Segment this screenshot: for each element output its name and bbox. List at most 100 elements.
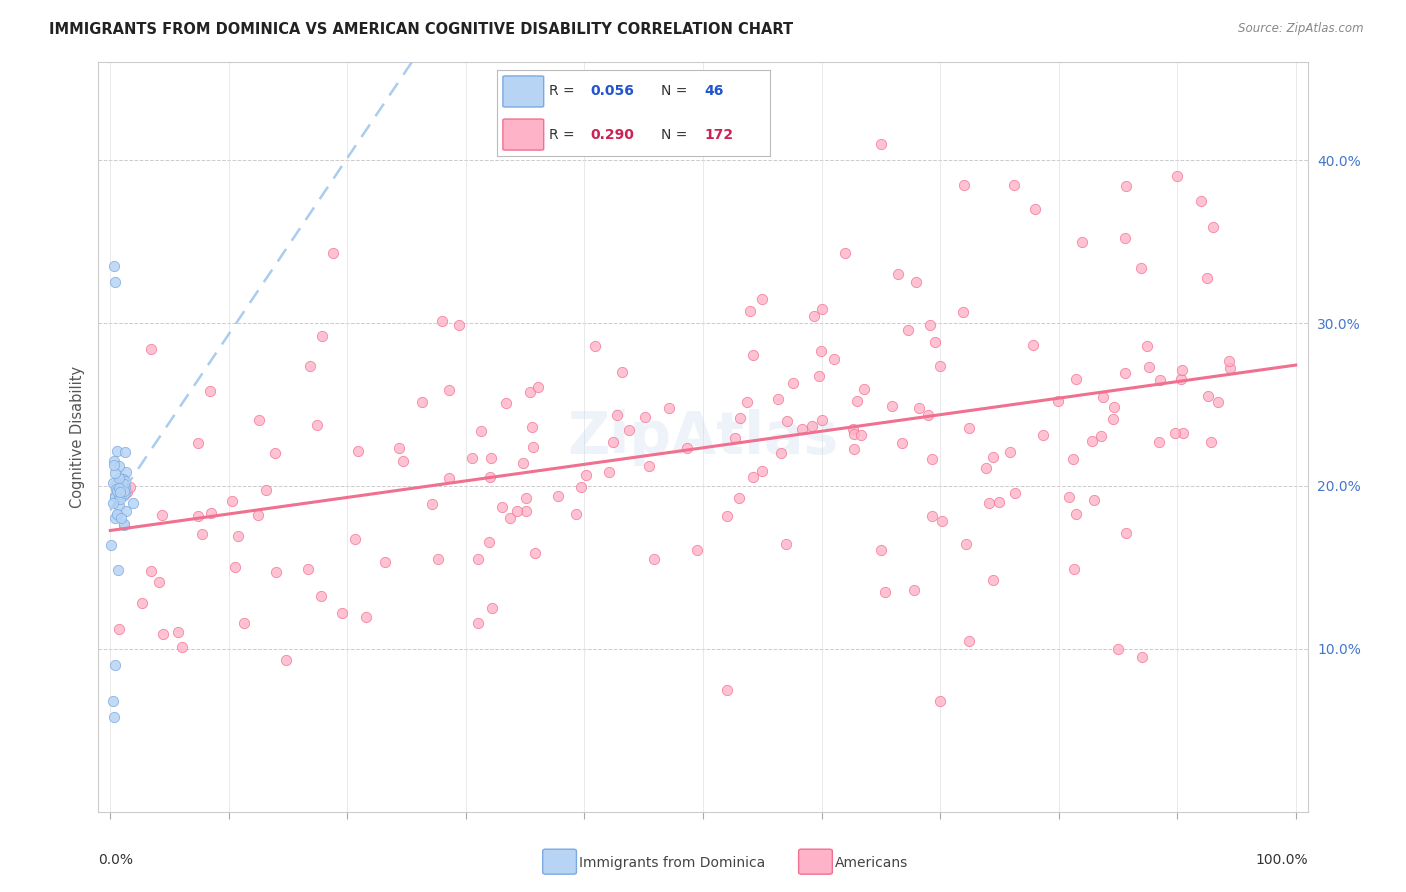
Point [115, 485, 138, 500]
Point [845, 393, 868, 408]
Point [115, 465, 138, 479]
Point [461, 450, 484, 465]
Point [139, 564, 162, 578]
Point [564, 507, 586, 521]
Point [110, 491, 132, 506]
Point [120, 480, 142, 494]
Point [1206, 394, 1229, 409]
Point [515, 491, 537, 505]
Point [1137, 360, 1160, 375]
Point [388, 441, 411, 455]
Point [112, 516, 135, 531]
Point [103, 454, 125, 468]
Point [853, 382, 876, 396]
Point [823, 352, 845, 367]
Point [309, 589, 332, 603]
Point [1102, 412, 1125, 426]
Point [506, 504, 529, 518]
Point [742, 470, 765, 484]
Point [685, 543, 707, 558]
Point [104, 511, 127, 525]
Point [924, 335, 946, 350]
Point [107, 481, 129, 495]
Point [104, 658, 127, 673]
Point [233, 615, 256, 630]
Point [842, 427, 865, 442]
Point [1107, 641, 1129, 656]
Point [776, 414, 799, 428]
Point [751, 464, 773, 478]
Point [1083, 492, 1105, 507]
Point [108, 459, 131, 474]
Point [107, 622, 129, 636]
Point [148, 575, 170, 590]
Point [634, 409, 657, 424]
Point [264, 446, 287, 460]
Point [811, 302, 834, 317]
Point [356, 609, 378, 624]
Point [200, 506, 222, 520]
Point [658, 401, 681, 416]
Point [103, 495, 125, 509]
Point [114, 480, 136, 494]
Point [108, 483, 131, 497]
Text: Immigrants from Dominica: Immigrants from Dominica [579, 855, 765, 870]
Point [226, 529, 249, 543]
Point [150, 508, 173, 522]
Point [724, 431, 747, 445]
Point [491, 500, 513, 514]
Point [330, 606, 353, 620]
Point [322, 246, 344, 260]
Point [520, 419, 543, 434]
Point [110, 511, 132, 525]
Point [104, 477, 127, 491]
Point [481, 451, 503, 466]
Point [1219, 360, 1241, 375]
Point [307, 417, 329, 432]
Point [391, 454, 413, 468]
Point [955, 537, 977, 551]
Point [100, 538, 122, 552]
Point [343, 532, 366, 546]
Point [1197, 389, 1219, 403]
Point [929, 694, 952, 708]
Point [107, 489, 129, 503]
Point [1202, 219, 1225, 234]
Point [115, 504, 138, 518]
Point [610, 365, 633, 379]
Point [1046, 393, 1069, 408]
Point [1032, 428, 1054, 442]
Point [1199, 434, 1222, 449]
Point [103, 458, 125, 472]
Text: ZipAtlas: ZipAtlas [568, 409, 838, 466]
Point [187, 436, 209, 450]
Point [170, 640, 193, 654]
Point [420, 497, 443, 511]
Point [522, 440, 544, 454]
Point [716, 508, 738, 523]
Point [437, 384, 460, 398]
Point [998, 444, 1021, 458]
Point [583, 339, 606, 353]
Point [810, 344, 832, 359]
Point [1114, 231, 1136, 245]
Text: 0.0%: 0.0% [98, 853, 134, 867]
Point [738, 304, 761, 318]
Point [374, 555, 396, 569]
Point [1171, 362, 1194, 376]
Point [105, 483, 128, 498]
Point [869, 136, 891, 151]
Point [1166, 169, 1188, 184]
Point [751, 292, 773, 306]
Point [478, 470, 501, 484]
Point [114, 444, 136, 458]
Point [1218, 354, 1240, 368]
Point [981, 450, 1004, 464]
Point [1149, 373, 1171, 387]
Point [495, 396, 517, 410]
Point [112, 475, 135, 489]
Point [792, 421, 814, 435]
Point [1057, 491, 1080, 505]
Point [346, 443, 368, 458]
Point [1130, 650, 1153, 665]
